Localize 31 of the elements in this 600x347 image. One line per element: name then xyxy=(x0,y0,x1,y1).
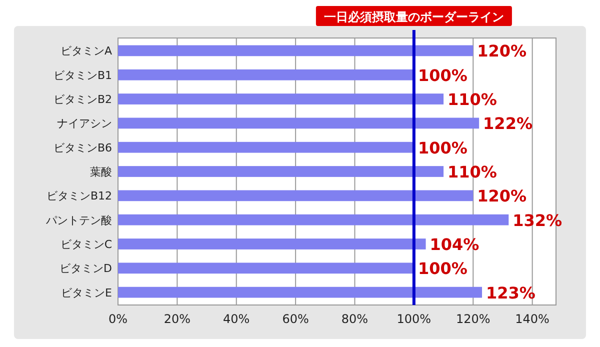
x-tick-label: 0% xyxy=(108,312,128,326)
data-label: 110% xyxy=(448,162,497,182)
y-tick-label: ビタミンB2 xyxy=(53,93,112,106)
y-tick-label: ビタミンB6 xyxy=(53,141,112,154)
x-tick-label: 40% xyxy=(223,312,250,326)
data-label: 132% xyxy=(512,210,562,230)
data-label: 110% xyxy=(448,90,497,110)
ref-line-label: 一日必須摂取量のボーダーライン xyxy=(324,10,504,24)
data-label: 100% xyxy=(418,66,468,85)
y-tick-label: ビタミンE xyxy=(61,286,112,300)
data-label: 100% xyxy=(418,138,468,158)
x-tick-label: 140% xyxy=(515,312,550,326)
y-tick-label: パントテン酸 xyxy=(45,214,112,227)
x-tick-label: 20% xyxy=(164,312,191,326)
data-label: 120% xyxy=(477,186,527,206)
y-tick-label: ビタミンA xyxy=(60,44,112,58)
y-tick-label: ナイアシン xyxy=(57,117,112,130)
data-label: 122% xyxy=(483,114,532,134)
y-tick-label: ビタミンC xyxy=(60,238,112,251)
data-label: 123% xyxy=(486,283,536,302)
y-tick-label: ビタミンD xyxy=(60,262,112,276)
x-tick-label: 80% xyxy=(341,312,368,326)
y-tick-label: ビタミンB1 xyxy=(53,68,112,82)
x-tick-label: 60% xyxy=(282,312,309,326)
x-tick-label: 100% xyxy=(396,312,432,326)
data-label: 100% xyxy=(418,259,468,278)
x-tick-label: 120% xyxy=(456,312,490,326)
y-tick-label: 葉酸 xyxy=(90,166,112,178)
data-label: 120% xyxy=(477,42,527,61)
y-tick-label: ビタミンB12 xyxy=(46,190,112,203)
data-label: 104% xyxy=(430,234,480,254)
